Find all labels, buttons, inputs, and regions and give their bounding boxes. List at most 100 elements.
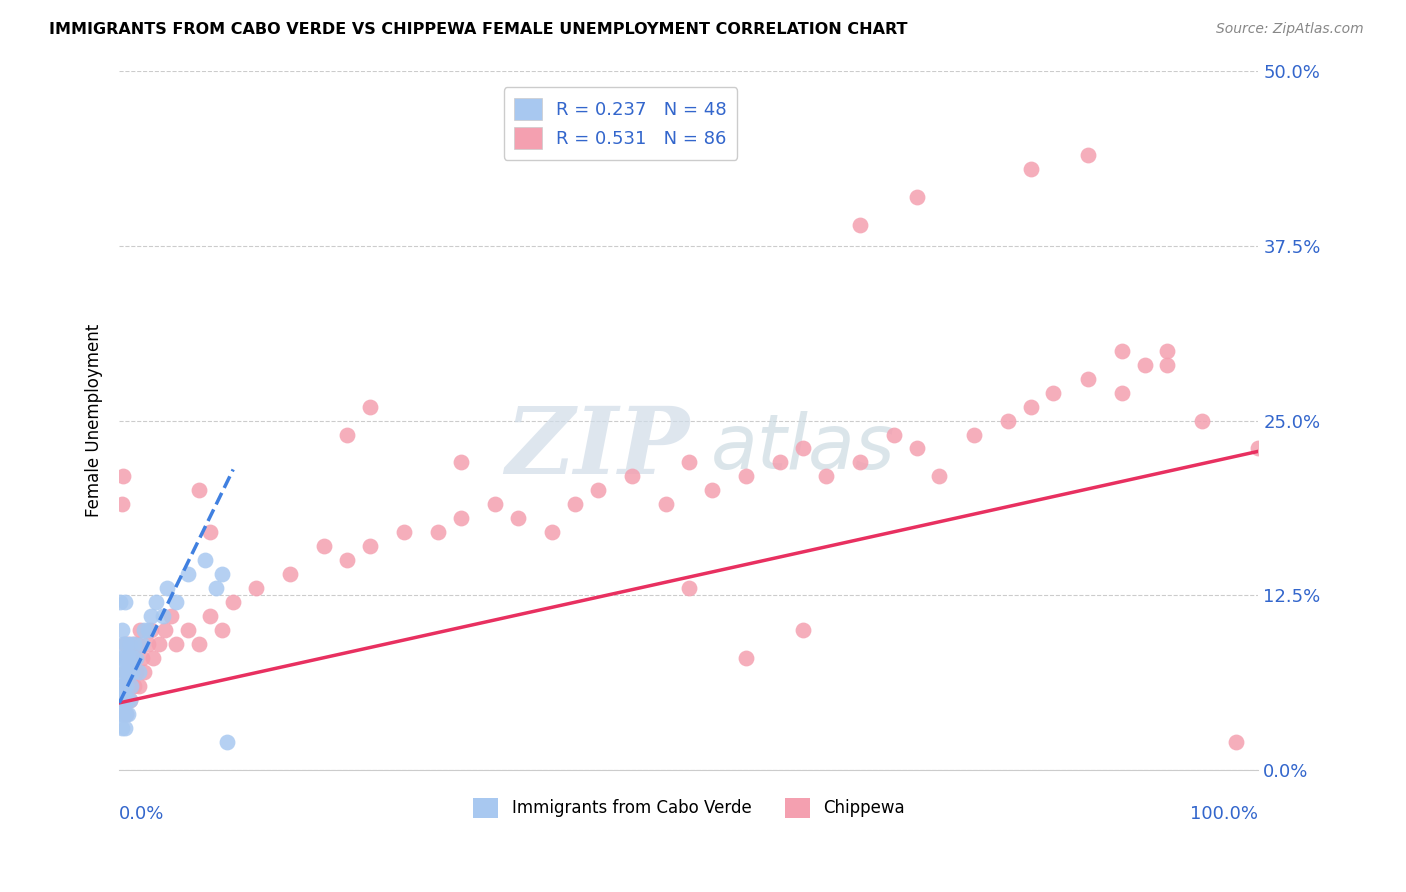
Point <box>118 693 141 707</box>
Legend: Immigrants from Cabo Verde, Chippewa: Immigrants from Cabo Verde, Chippewa <box>467 791 911 824</box>
Point <box>586 483 609 498</box>
Point <box>1019 400 1042 414</box>
Point <box>118 637 141 651</box>
Point <box>127 637 149 651</box>
Point <box>200 525 222 540</box>
Point <box>165 637 187 651</box>
Point <box>114 721 136 735</box>
Point <box>114 637 136 651</box>
Point <box>564 497 586 511</box>
Point <box>278 567 301 582</box>
Point <box>136 624 159 638</box>
Point <box>111 665 134 680</box>
Point <box>359 539 381 553</box>
Point <box>188 637 211 651</box>
Point <box>205 581 228 595</box>
Point <box>115 637 138 651</box>
Point <box>134 665 156 680</box>
Point <box>114 693 136 707</box>
Point <box>120 679 142 693</box>
Point <box>153 624 176 638</box>
Point <box>905 442 928 456</box>
Point <box>114 595 136 609</box>
Point <box>110 721 132 735</box>
Point <box>1191 413 1213 427</box>
Point <box>1111 385 1133 400</box>
Point <box>112 651 135 665</box>
Point <box>245 581 267 595</box>
Point <box>200 609 222 624</box>
Point <box>110 693 132 707</box>
Point <box>141 624 163 638</box>
Point <box>112 679 135 693</box>
Point <box>159 609 181 624</box>
Point <box>194 553 217 567</box>
Point <box>152 609 174 624</box>
Point <box>997 413 1019 427</box>
Y-axis label: Female Unemployment: Female Unemployment <box>86 324 103 517</box>
Point <box>128 665 150 680</box>
Point <box>222 595 245 609</box>
Point <box>928 469 950 483</box>
Text: Source: ZipAtlas.com: Source: ZipAtlas.com <box>1216 22 1364 37</box>
Point <box>1156 358 1178 372</box>
Text: atlas: atlas <box>710 411 896 485</box>
Point <box>359 400 381 414</box>
Point <box>120 679 142 693</box>
Point <box>118 693 141 707</box>
Point <box>122 637 145 651</box>
Point <box>141 609 163 624</box>
Text: ZIP: ZIP <box>506 403 690 493</box>
Point <box>848 218 870 232</box>
Point <box>122 679 145 693</box>
Point <box>110 679 132 693</box>
Point <box>769 455 792 469</box>
Point <box>115 679 138 693</box>
Point <box>1077 148 1099 162</box>
Text: 100.0%: 100.0% <box>1191 805 1258 823</box>
Text: 0.0%: 0.0% <box>120 805 165 823</box>
Point <box>1156 343 1178 358</box>
Point <box>734 469 756 483</box>
Point <box>1042 385 1064 400</box>
Point <box>124 651 146 665</box>
Point <box>734 651 756 665</box>
Point <box>117 679 139 693</box>
Point <box>115 707 138 722</box>
Point <box>211 624 233 638</box>
Point <box>115 651 138 665</box>
Point <box>131 651 153 665</box>
Point <box>121 665 143 680</box>
Point <box>450 455 472 469</box>
Point <box>814 469 837 483</box>
Point <box>217 735 239 749</box>
Point <box>122 651 145 665</box>
Point <box>117 665 139 680</box>
Point <box>111 637 134 651</box>
Point <box>678 581 700 595</box>
Point <box>110 624 132 638</box>
Point <box>117 707 139 722</box>
Point <box>125 651 148 665</box>
Point <box>620 469 643 483</box>
Point <box>110 707 132 722</box>
Point <box>883 427 905 442</box>
Point <box>120 651 142 665</box>
Point <box>1247 442 1270 456</box>
Point <box>145 595 167 609</box>
Point <box>136 637 159 651</box>
Point <box>700 483 723 498</box>
Point <box>506 511 529 525</box>
Point <box>112 707 135 722</box>
Point <box>314 539 336 553</box>
Point <box>484 497 506 511</box>
Point <box>111 693 134 707</box>
Point <box>1225 735 1247 749</box>
Point <box>111 707 134 722</box>
Point <box>450 511 472 525</box>
Point <box>156 581 179 595</box>
Point <box>427 525 450 540</box>
Point <box>176 567 198 582</box>
Point <box>131 637 153 651</box>
Point <box>117 651 139 665</box>
